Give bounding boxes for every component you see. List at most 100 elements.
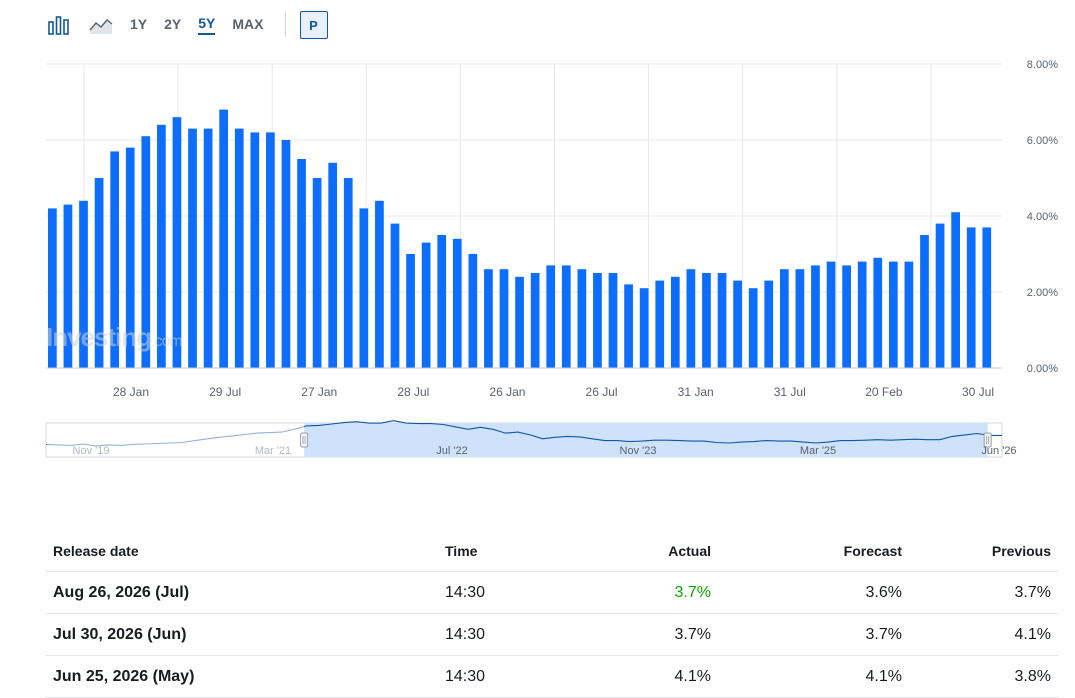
navigator-unselected-mask bbox=[47, 424, 305, 456]
header-release-date[interactable]: Release date bbox=[45, 530, 437, 572]
bar[interactable] bbox=[141, 136, 151, 368]
bar[interactable] bbox=[826, 261, 836, 368]
bar[interactable] bbox=[935, 223, 945, 368]
bar[interactable] bbox=[343, 178, 353, 368]
navigator-label: Nov '23 bbox=[620, 445, 657, 457]
bar[interactable] bbox=[359, 208, 369, 368]
table-row: Jun 25, 2026 (May) 14:30 4.1% 4.1% 3.8% bbox=[45, 655, 1059, 698]
bar[interactable] bbox=[266, 132, 275, 368]
bar[interactable] bbox=[188, 128, 197, 368]
x-tick-label: 26 Jul bbox=[586, 385, 618, 399]
toolbar-divider bbox=[284, 13, 286, 37]
bar[interactable] bbox=[281, 140, 291, 368]
bar[interactable] bbox=[888, 261, 898, 368]
range-navigator[interactable]: Nov '19 Mar '21 Jul '22 Nov '23 Mar '25 Jun '… bbox=[0, 420, 1075, 460]
release-date-cell: Aug 26, 2026 (Jul) bbox=[45, 571, 437, 614]
bar[interactable] bbox=[390, 223, 400, 368]
bar[interactable] bbox=[297, 159, 306, 368]
bar[interactable] bbox=[686, 269, 696, 368]
bar[interactable] bbox=[655, 280, 665, 368]
x-tick-label: 30 Jul bbox=[962, 385, 994, 399]
y-tick-label: 2.00% bbox=[1027, 287, 1058, 299]
bar[interactable] bbox=[966, 227, 976, 368]
investing-watermark: Investing.com bbox=[46, 322, 183, 352]
bar-chart: 0.00% 2.00% 4.00% 6.00% 8.00% 28 Jan 29 Jul 27 … bbox=[46, 59, 1058, 399]
header-forecast[interactable]: Forecast bbox=[719, 530, 910, 572]
bar[interactable] bbox=[842, 265, 851, 368]
bar[interactable] bbox=[452, 238, 462, 368]
navigator-left-handle[interactable] bbox=[300, 432, 309, 448]
table-row: Jul 30, 2026 (Jun) 14:30 3.7% 3.7% 4.1% bbox=[45, 613, 1059, 656]
navigator-label: Jul '22 bbox=[436, 445, 467, 457]
navigator-right-handle[interactable] bbox=[983, 432, 992, 448]
bar[interactable] bbox=[499, 269, 509, 368]
bar[interactable] bbox=[577, 269, 587, 368]
header-actual[interactable]: Actual bbox=[603, 530, 719, 572]
actual-cell: 4.1% bbox=[603, 655, 719, 698]
bar[interactable] bbox=[312, 178, 322, 368]
navigator-label: Jun '26 bbox=[981, 445, 1016, 457]
bar[interactable] bbox=[857, 261, 867, 368]
bar[interactable] bbox=[172, 117, 182, 368]
range-2y-button[interactable]: 2Y bbox=[164, 16, 182, 32]
bar[interactable] bbox=[250, 132, 260, 368]
bar[interactable] bbox=[624, 284, 633, 368]
header-time[interactable]: Time bbox=[437, 530, 603, 572]
bar[interactable] bbox=[203, 128, 213, 368]
bar[interactable] bbox=[437, 235, 447, 368]
bar[interactable] bbox=[608, 273, 618, 368]
bar[interactable] bbox=[873, 257, 883, 368]
bar[interactable] bbox=[920, 235, 929, 368]
range-5y-button[interactable]: 5Y bbox=[198, 15, 216, 35]
bar[interactable] bbox=[406, 254, 415, 368]
bar[interactable] bbox=[219, 109, 229, 368]
bar[interactable] bbox=[530, 273, 540, 368]
y-tick-label: 4.00% bbox=[1027, 211, 1058, 223]
previous-cell: 3.7% bbox=[910, 571, 1059, 614]
bar[interactable] bbox=[79, 200, 88, 368]
x-tick-label: 26 Jan bbox=[489, 385, 525, 399]
bar[interactable] bbox=[484, 269, 493, 368]
y-tick-label: 8.00% bbox=[1027, 59, 1058, 71]
time-cell: 14:30 bbox=[437, 655, 603, 698]
bar[interactable] bbox=[904, 261, 914, 368]
previous-cell: 4.1% bbox=[910, 613, 1059, 656]
bar[interactable] bbox=[48, 208, 57, 368]
bar[interactable] bbox=[982, 227, 992, 368]
bar[interactable] bbox=[748, 288, 758, 368]
navigator-label: Mar '21 bbox=[255, 445, 291, 457]
area-chart-icon[interactable] bbox=[88, 13, 114, 37]
bar[interactable] bbox=[593, 273, 602, 368]
p-toggle-button[interactable]: P bbox=[299, 11, 328, 39]
bar[interactable] bbox=[717, 273, 727, 368]
bar[interactable] bbox=[234, 128, 244, 368]
bar[interactable] bbox=[110, 151, 120, 368]
bar[interactable] bbox=[63, 204, 73, 368]
bar-chart-icon[interactable] bbox=[46, 13, 72, 37]
navigator-label: Mar '25 bbox=[800, 445, 836, 457]
bar[interactable] bbox=[561, 265, 571, 368]
bar[interactable] bbox=[779, 269, 789, 368]
bar[interactable] bbox=[795, 269, 805, 368]
bar[interactable] bbox=[328, 162, 338, 368]
bar[interactable] bbox=[125, 147, 135, 368]
bar[interactable] bbox=[546, 265, 556, 368]
range-1y-button[interactable]: 1Y bbox=[130, 16, 148, 32]
bar[interactable] bbox=[421, 242, 431, 368]
bar[interactable] bbox=[764, 280, 774, 368]
bar[interactable] bbox=[670, 276, 680, 368]
previous-cell: 3.8% bbox=[910, 655, 1059, 698]
header-previous[interactable]: Previous bbox=[910, 530, 1059, 572]
bar[interactable] bbox=[375, 200, 384, 368]
bar[interactable] bbox=[639, 288, 649, 368]
bar[interactable] bbox=[468, 254, 478, 368]
range-max-button[interactable]: MAX bbox=[232, 16, 264, 32]
bar[interactable] bbox=[951, 212, 960, 368]
forecast-cell: 3.7% bbox=[719, 613, 910, 656]
bar[interactable] bbox=[702, 273, 711, 368]
bar[interactable] bbox=[157, 124, 166, 368]
bar[interactable] bbox=[733, 280, 742, 368]
bar[interactable] bbox=[515, 276, 524, 368]
bar[interactable] bbox=[94, 178, 104, 368]
bar[interactable] bbox=[811, 265, 820, 368]
